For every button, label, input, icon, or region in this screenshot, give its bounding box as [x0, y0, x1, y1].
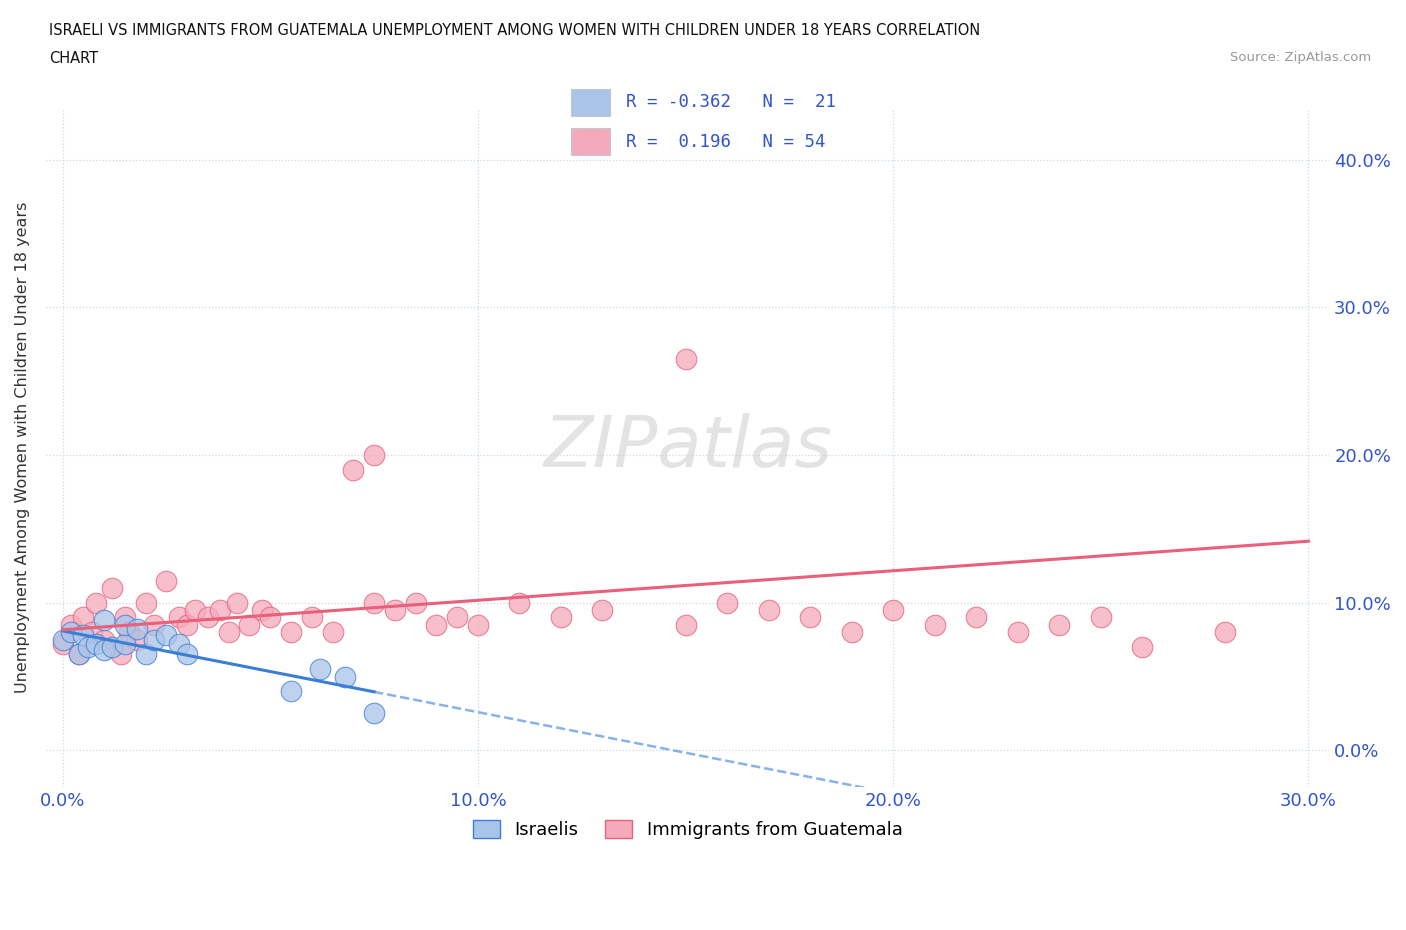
Point	[384, 603, 406, 618]
FancyBboxPatch shape	[571, 89, 610, 116]
Point	[135, 647, 157, 662]
Point	[363, 595, 385, 610]
Point	[101, 580, 124, 595]
Point	[118, 625, 141, 640]
Point	[176, 618, 198, 632]
Point	[167, 610, 190, 625]
Point	[93, 632, 115, 647]
Point	[76, 640, 98, 655]
Point	[508, 595, 530, 610]
Point	[84, 637, 107, 652]
Point	[1007, 625, 1029, 640]
Point	[110, 647, 132, 662]
Text: ISRAELI VS IMMIGRANTS FROM GUATEMALA UNEMPLOYMENT AMONG WOMEN WITH CHILDREN UNDE: ISRAELI VS IMMIGRANTS FROM GUATEMALA UNE…	[49, 23, 980, 38]
Point	[80, 625, 103, 640]
Point	[342, 462, 364, 477]
Point	[1215, 625, 1237, 640]
Point	[799, 610, 821, 625]
Point	[67, 647, 90, 662]
Point	[965, 610, 987, 625]
Point	[425, 618, 447, 632]
Point	[309, 662, 332, 677]
Point	[127, 622, 149, 637]
Point	[135, 595, 157, 610]
Point	[467, 618, 489, 632]
Point	[758, 603, 780, 618]
Point	[280, 625, 302, 640]
Point	[197, 610, 219, 625]
Point	[250, 603, 273, 618]
Point	[127, 632, 149, 647]
Point	[93, 643, 115, 658]
Text: CHART: CHART	[49, 51, 98, 66]
Point	[882, 603, 904, 618]
Point	[592, 603, 614, 618]
Point	[363, 706, 385, 721]
Point	[259, 610, 281, 625]
Point	[72, 610, 94, 625]
Y-axis label: Unemployment Among Women with Children Under 18 years: Unemployment Among Women with Children U…	[15, 202, 30, 694]
Point	[93, 613, 115, 628]
Point	[322, 625, 344, 640]
Point	[114, 610, 136, 625]
Point	[52, 637, 75, 652]
Point	[209, 603, 232, 618]
Point	[184, 603, 207, 618]
Point	[301, 610, 323, 625]
Point	[226, 595, 249, 610]
Text: Source: ZipAtlas.com: Source: ZipAtlas.com	[1230, 51, 1371, 64]
Point	[238, 618, 260, 632]
Point	[1132, 640, 1154, 655]
Point	[52, 632, 75, 647]
Point	[675, 618, 697, 632]
Point	[114, 637, 136, 652]
Point	[176, 647, 198, 662]
Point	[550, 610, 572, 625]
Point	[101, 640, 124, 655]
Point	[142, 632, 165, 647]
Point	[59, 618, 82, 632]
Point	[155, 628, 177, 643]
Point	[675, 352, 697, 366]
Point	[446, 610, 468, 625]
Point	[1047, 618, 1070, 632]
Legend: Israelis, Immigrants from Guatemala: Israelis, Immigrants from Guatemala	[465, 813, 910, 846]
Point	[167, 637, 190, 652]
Point	[716, 595, 738, 610]
Point	[405, 595, 427, 610]
Point	[333, 669, 356, 684]
Point	[114, 618, 136, 632]
Point	[841, 625, 863, 640]
Point	[1090, 610, 1112, 625]
Point	[72, 628, 94, 643]
Point	[280, 684, 302, 698]
Text: R = -0.362   N =  21: R = -0.362 N = 21	[626, 94, 837, 112]
Point	[59, 625, 82, 640]
Point	[155, 573, 177, 588]
Point	[142, 618, 165, 632]
Point	[218, 625, 240, 640]
FancyBboxPatch shape	[571, 128, 610, 155]
Point	[84, 595, 107, 610]
Text: ZIPatlas: ZIPatlas	[543, 413, 832, 482]
Point	[67, 647, 90, 662]
Point	[363, 447, 385, 462]
Text: R =  0.196   N = 54: R = 0.196 N = 54	[626, 133, 825, 151]
Point	[924, 618, 946, 632]
